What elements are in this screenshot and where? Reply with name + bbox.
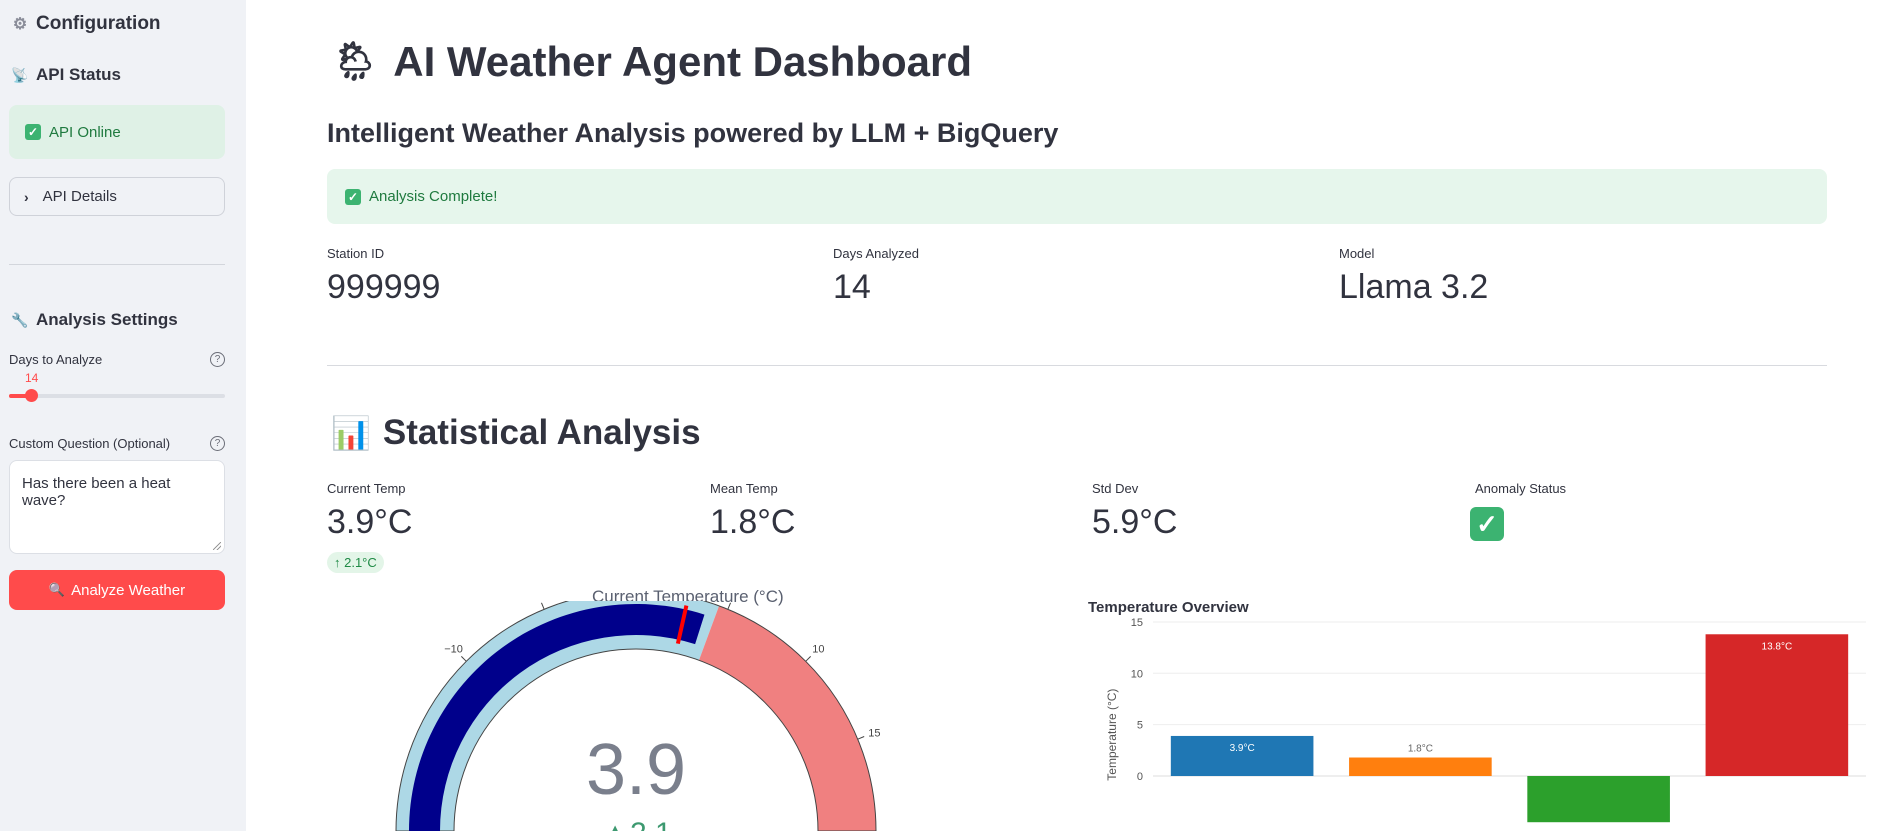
- current-temp-label: Current Temp: [327, 481, 406, 496]
- main-content: 🌦 AI Weather Agent Dashboard Intelligent…: [246, 0, 1903, 831]
- gauge-tick: [727, 602, 731, 610]
- question-label: Custom Question (Optional): [9, 436, 171, 451]
- days-slider[interactable]: [9, 389, 225, 402]
- statistical-analysis-heading: 📊 Statistical Analysis: [331, 413, 701, 453]
- question-value: Has there been a heat wave?: [22, 475, 171, 509]
- api-status-title: API Status: [36, 65, 122, 84]
- gauge-tick: [805, 655, 812, 662]
- gauge-tick-label: −10: [444, 644, 463, 656]
- y-tick-label: 15: [1131, 617, 1143, 629]
- y-tick-label: 0: [1137, 771, 1143, 783]
- gauge-tick-label: 15: [868, 727, 880, 739]
- help-icon[interactable]: ?: [210, 436, 225, 451]
- question-textarea[interactable]: Has there been a heat wave?: [9, 460, 225, 554]
- section-divider: [327, 365, 1827, 366]
- check-icon: ✓: [345, 188, 361, 205]
- analysis-settings-heading: 🔧 Analysis Settings: [10, 310, 178, 330]
- gauge-delta-label: ▲2.1: [600, 817, 671, 831]
- gauge-tick: [857, 736, 865, 740]
- mean-temp-label: Mean Temp: [710, 481, 778, 496]
- y-tick-label: 5: [1137, 720, 1143, 732]
- bar-chart-icon: 📊: [331, 415, 371, 451]
- std-dev-label: Std Dev: [1092, 481, 1139, 496]
- mean-temp-value: 1.8°C: [710, 503, 796, 541]
- api-online-status: ✓ API Online: [9, 105, 225, 159]
- chart-title: Temperature Overview: [1088, 599, 1249, 616]
- days-slider-fill: [9, 394, 31, 398]
- gauge-tick: [541, 602, 545, 610]
- bar: [1170, 735, 1314, 776]
- temperature-overview-chart: 0 5 10 15 Temperature (°C) 3.9°C 1.8°C 13.8°C: [1105, 617, 1866, 823]
- bar: [1705, 634, 1849, 776]
- page-title: 🌦 AI Weather Agent Dashboard: [331, 38, 972, 86]
- sidebar: ⚙ Configuration 📡 API Status ✓ API Onlin…: [0, 0, 246, 831]
- gauge-tick-label: 10: [812, 644, 824, 656]
- config-title: Configuration: [36, 13, 161, 34]
- wrench-icon: 🔧: [11, 311, 29, 328]
- analyze-button-label: Analyze Weather: [71, 581, 186, 599]
- analysis-settings-title: Analysis Settings: [36, 310, 178, 329]
- std-dev-value: 5.9°C: [1092, 503, 1178, 541]
- help-icon[interactable]: ?: [210, 352, 225, 367]
- gauge-value-label: 3.9: [586, 730, 686, 810]
- stats-title: Statistical Analysis: [382, 413, 701, 452]
- resize-handle[interactable]: [213, 542, 221, 550]
- gauge-threshold: [675, 605, 689, 645]
- bar-data-label: 13.8°C: [1762, 641, 1793, 652]
- current-temp-value: 3.9°C: [327, 503, 413, 541]
- temperature-gauge: −10−50510153.9▲2.1: [395, 601, 880, 831]
- gauge-band-0: [396, 601, 720, 831]
- check-icon: ✓: [1470, 507, 1504, 541]
- gauge-tick: [460, 655, 467, 662]
- api-status-heading: 📡 API Status: [10, 65, 121, 85]
- sidebar-divider: [9, 264, 225, 265]
- days-slider-value: 14: [25, 371, 39, 385]
- api-details-label: API Details: [42, 188, 117, 205]
- model-label: Model: [1339, 246, 1375, 261]
- gauge-value-bar: [409, 604, 705, 831]
- success-text: Analysis Complete!: [369, 188, 498, 205]
- api-online-text: API Online: [49, 123, 121, 141]
- analysis-complete-alert: ✓ Analysis Complete!: [327, 169, 1827, 224]
- bar-data-label: 1.8°C: [1408, 744, 1433, 755]
- days-analyzed-value: 14: [833, 268, 871, 306]
- page-subtitle: Intelligent Weather Analysis powered by …: [327, 118, 1059, 148]
- gear-icon: ⚙: [12, 16, 28, 33]
- y-axis-label: Temperature (°C): [1105, 689, 1119, 781]
- analyze-weather-button[interactable]: 🔍 Analyze Weather: [9, 570, 225, 610]
- config-heading: ⚙ Configuration: [10, 13, 161, 35]
- current-temp-delta: ↑ 2.1°C: [327, 552, 384, 573]
- days-slider-thumb[interactable]: [24, 389, 38, 402]
- days-label: Days to Analyze: [9, 352, 103, 367]
- model-value: Llama 3.2: [1339, 268, 1489, 306]
- satellite-icon: 📡: [11, 66, 29, 83]
- title-text: AI Weather Agent Dashboard: [393, 38, 973, 85]
- api-details-expander[interactable]: › API Details: [9, 177, 225, 216]
- bar: [1349, 757, 1492, 776]
- chevron-right-icon: ›: [24, 188, 29, 205]
- station-id-value: 999999: [327, 268, 441, 306]
- anomaly-status-label: Anomaly Status: [1475, 481, 1567, 496]
- weather-cloud-icon: 🌦: [331, 41, 380, 83]
- gauge-band-1: [698, 605, 876, 831]
- magnifier-icon: 🔍: [48, 582, 66, 597]
- days-analyzed-label: Days Analyzed: [833, 246, 919, 261]
- bar-data-label: 3.9°C: [1230, 743, 1255, 754]
- gauge-outline: [395, 601, 877, 831]
- check-icon: ✓: [25, 124, 41, 140]
- station-id-label: Station ID: [327, 246, 385, 261]
- bar: [1527, 776, 1670, 823]
- y-tick-label: 10: [1131, 668, 1143, 680]
